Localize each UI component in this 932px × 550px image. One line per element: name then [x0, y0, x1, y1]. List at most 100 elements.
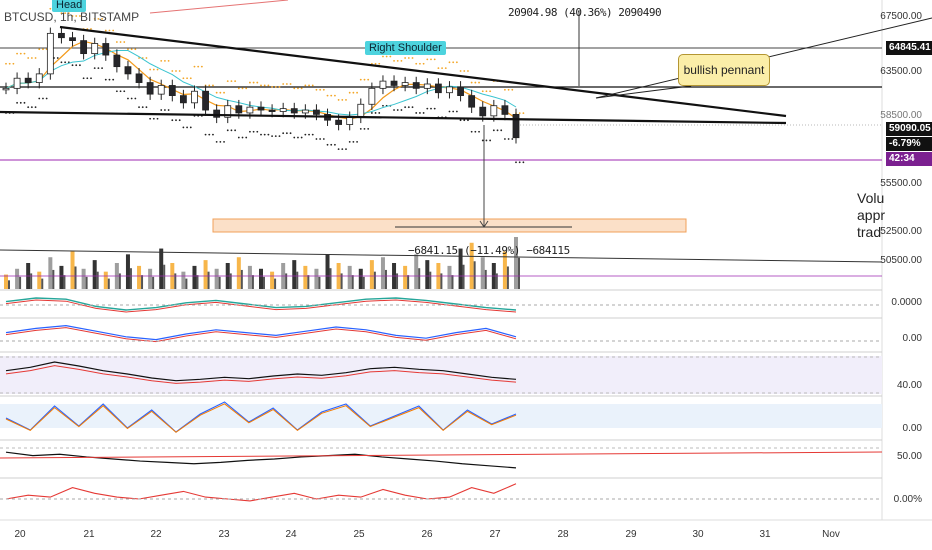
- bb-upper-dot: [478, 81, 480, 84]
- bb-lower-dot: [115, 90, 118, 93]
- bb-lower-dot: [419, 112, 421, 114]
- bb-lower-dot: [518, 161, 521, 164]
- bb-lower-dot: [204, 133, 207, 136]
- volume-bar: [403, 265, 408, 289]
- bb-lower-dot: [452, 110, 455, 113]
- target-zone-box: [212, 218, 687, 233]
- current-price-tag: 59090.05: [886, 122, 932, 136]
- bb-upper-dot: [422, 62, 425, 65]
- change-pct-tag: -6.79%: [886, 137, 932, 151]
- volume-bar: [236, 257, 241, 289]
- bb-upper-dot: [308, 84, 310, 87]
- volume-bar: [270, 271, 275, 289]
- rsi-red-line: [5, 365, 517, 384]
- volume-bar: [81, 268, 86, 289]
- bb-lower-dot: [463, 119, 466, 122]
- bb-lower-dot: [219, 140, 222, 143]
- bb-lower-dot: [481, 139, 484, 142]
- x-label: 24: [285, 529, 297, 540]
- bb-lower-dot: [112, 78, 115, 81]
- candle-body: [279, 108, 287, 112]
- bb-lower-dot: [478, 130, 480, 133]
- bb-lower-dot: [311, 133, 314, 136]
- bb-upper-dot: [67, 12, 70, 15]
- x-label: 30: [692, 529, 704, 540]
- bb-lower-dot: [433, 107, 436, 110]
- bb-lower-dot: [45, 97, 48, 100]
- red-upper-line: [149, 0, 289, 14]
- candle-body: [368, 87, 376, 105]
- rsi-band: [0, 356, 882, 394]
- candle-body: [58, 32, 65, 39]
- candle-body: [335, 119, 343, 125]
- volume-bar: [185, 278, 188, 289]
- candle-body: [146, 82, 154, 95]
- volume-bar: [148, 268, 153, 289]
- bb-upper-dot: [249, 81, 251, 84]
- bb-upper-dot: [156, 68, 159, 71]
- volume-bar: [495, 273, 498, 289]
- bb-upper-dot: [289, 83, 292, 85]
- bb-upper-dot: [16, 52, 18, 55]
- bb-lower-dot: [223, 140, 225, 143]
- volume-bar: [351, 275, 354, 289]
- bb-lower-dot: [189, 126, 192, 129]
- candle-body: [135, 73, 143, 83]
- volume-bar: [425, 260, 430, 289]
- price-label-5: 52500.00: [880, 226, 922, 237]
- stoch-orange-line: [5, 403, 517, 433]
- bb-lower-dot: [448, 110, 451, 113]
- volume-bar: [429, 271, 432, 289]
- bb-lower-dot: [459, 119, 462, 122]
- candle-body: [490, 105, 498, 117]
- bb-lower-dot: [285, 132, 288, 135]
- bb-lower-dot: [337, 148, 340, 151]
- volume-bar: [52, 269, 55, 289]
- bb-upper-dot: [241, 87, 244, 90]
- bb-upper-dot: [127, 48, 129, 51]
- candle-body: [179, 95, 187, 104]
- volume-bar: [19, 276, 22, 289]
- bb-lower-dot: [367, 127, 370, 130]
- bb-upper-dot: [38, 48, 41, 51]
- bb-lower-dot: [411, 106, 414, 109]
- bb-lower-dot: [138, 106, 140, 109]
- bb-upper-dot: [485, 90, 488, 93]
- bb-lower-dot: [86, 77, 89, 80]
- bb-lower-dot: [226, 129, 229, 132]
- bb-upper-dot: [178, 70, 181, 72]
- bb-upper-dot: [193, 65, 196, 68]
- bb-upper-dot: [145, 57, 148, 59]
- volume-bar: [447, 265, 452, 289]
- bullish-pennant-callout[interactable]: bullish pennant: [678, 54, 770, 86]
- bb-lower-dot: [378, 112, 381, 114]
- right-shoulder-label[interactable]: Right Shoulder: [365, 41, 446, 55]
- bb-lower-dot: [149, 117, 152, 120]
- bb-upper-dot: [518, 112, 521, 114]
- price-label-6: 50500.00: [880, 255, 922, 266]
- bb-upper-dot: [363, 78, 366, 81]
- volume-bar: [414, 254, 419, 289]
- bb-upper-dot: [345, 99, 347, 101]
- volume-bar: [251, 275, 254, 289]
- bb-lower-dot: [108, 78, 111, 81]
- bb-upper-dot: [404, 57, 407, 59]
- bb-lower-dot: [315, 138, 318, 140]
- candle-body: [24, 77, 32, 83]
- bb-lower-dot: [470, 130, 473, 133]
- bb-lower-dot: [252, 130, 255, 133]
- volume-bar: [4, 274, 8, 289]
- candle-body: [390, 80, 398, 86]
- volume-bar: [192, 265, 197, 289]
- pane5-red-line: [0, 451, 883, 459]
- bb-upper-dot: [411, 57, 414, 59]
- candle-body: [313, 109, 320, 115]
- head-label[interactable]: Head: [52, 0, 87, 12]
- volume-bar: [440, 273, 443, 289]
- bb-lower-dot: [263, 133, 266, 136]
- volume-bar: [292, 260, 297, 289]
- bb-upper-dot: [507, 88, 510, 91]
- bb-lower-dot: [237, 136, 240, 139]
- volume-bar: [181, 271, 186, 289]
